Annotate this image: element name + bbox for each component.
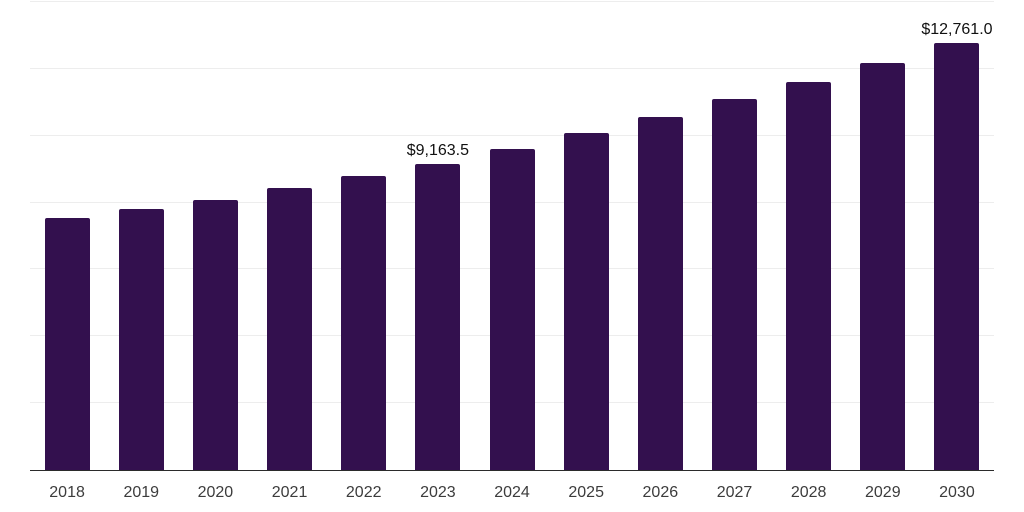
bar-2027 <box>711 98 757 470</box>
bar-2029 <box>860 63 906 470</box>
x-axis-label-2024: 2024 <box>494 484 530 501</box>
bar-2020 <box>192 199 238 470</box>
x-axis-label-2022: 2022 <box>345 484 382 501</box>
bar-band <box>178 2 252 470</box>
bar-2030 <box>934 43 980 470</box>
x-axis-label-2020: 2020 <box>197 484 234 501</box>
x-axis-line <box>30 469 994 471</box>
x-axis-label-2018: 2018 <box>49 484 85 501</box>
bar-2018 <box>44 218 90 470</box>
bar-band <box>30 2 104 470</box>
bar-band <box>252 2 326 470</box>
x-axis-label-2029: 2029 <box>865 484 901 501</box>
bar-band <box>846 2 920 470</box>
x-axis-label-2027: 2027 <box>716 484 753 501</box>
x-axis-label-2026: 2026 <box>642 484 679 501</box>
bar-2021 <box>267 188 313 470</box>
bar-2024 <box>489 149 535 470</box>
x-axis-labels: 2018 2019 2020 2021 2022 2023 2024 2025 2026 2027… <box>30 483 994 503</box>
bar-band <box>104 2 178 470</box>
bar-2025 <box>563 133 609 470</box>
bar-band <box>772 2 846 470</box>
x-axis-label-2023: 2023 <box>420 484 456 501</box>
bar-value-label: $12,761.0 <box>921 21 993 39</box>
grid-line <box>30 134 994 136</box>
bar-2023 <box>415 163 461 470</box>
bar-band: $12,761.0 <box>920 2 994 470</box>
bar-2028 <box>786 81 832 470</box>
bar-band <box>327 2 401 470</box>
grid-line <box>30 1 994 2</box>
bar-2022 <box>341 175 387 470</box>
bar-band <box>475 2 549 470</box>
bars: $9,163.5 $12,761.0 <box>30 2 994 470</box>
x-axis-label-2028: 2028 <box>790 484 827 501</box>
bar-band <box>697 2 771 470</box>
x-axis-label-2019: 2019 <box>123 484 160 501</box>
x-axis-label-2030: 2030 <box>939 484 975 501</box>
plot-area: $9,163.5 $12,761.0 <box>30 1 994 471</box>
x-axis-label-2025: 2025 <box>568 484 604 501</box>
bar-band <box>623 2 697 470</box>
bar-band: $9,163.5 <box>401 2 475 470</box>
bar-2019 <box>118 209 164 470</box>
bar-2026 <box>637 117 683 470</box>
grid-line <box>30 67 994 69</box>
bar-value-label: $9,163.5 <box>406 141 469 159</box>
bar-band <box>549 2 623 470</box>
x-axis-label-2021: 2021 <box>271 484 308 501</box>
